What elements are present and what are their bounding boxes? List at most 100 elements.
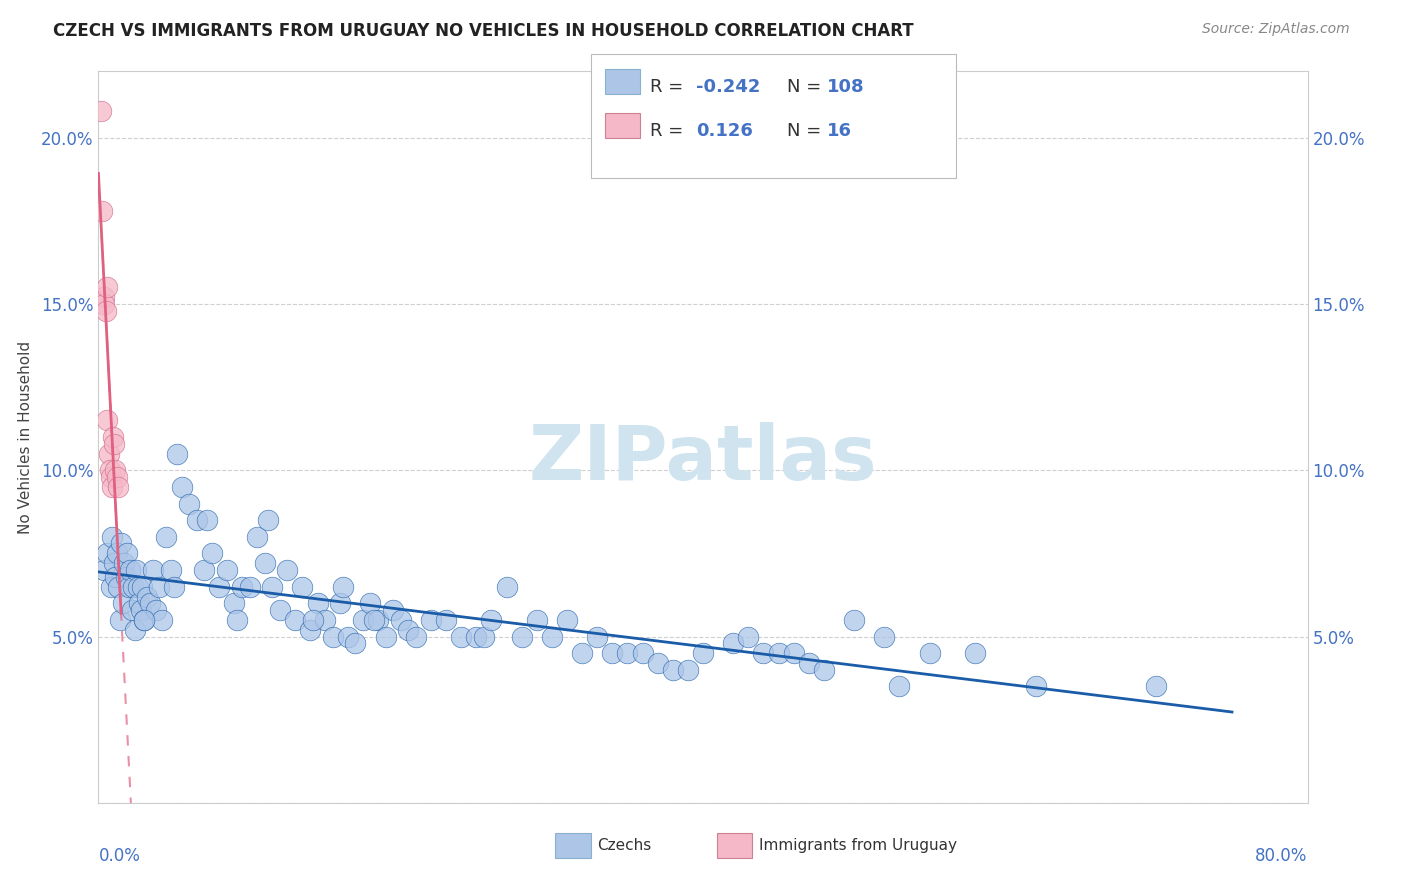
Point [322, 630, 344, 644]
Point [889, 680, 911, 694]
Point [253, 557, 276, 571]
Point [360, 596, 382, 610]
Point [195, 513, 218, 527]
Point [101, 480, 124, 494]
Point [110, 536, 132, 550]
Point [813, 663, 835, 677]
Point [93, 297, 115, 311]
Point [107, 580, 129, 594]
Point [132, 613, 155, 627]
Text: R =: R = [650, 122, 689, 140]
Point [661, 663, 683, 677]
Point [307, 596, 329, 610]
Point [329, 596, 352, 610]
Point [231, 580, 253, 594]
Point [104, 570, 127, 584]
Point [526, 613, 548, 627]
Point [246, 530, 269, 544]
Point [104, 463, 127, 477]
Point [723, 636, 745, 650]
Point [100, 470, 122, 484]
Point [139, 596, 162, 610]
Point [495, 580, 517, 594]
Point [389, 613, 412, 627]
Point [125, 563, 148, 577]
Point [752, 646, 775, 660]
Point [396, 623, 419, 637]
Point [148, 580, 170, 594]
Point [332, 580, 354, 594]
Point [540, 630, 562, 644]
Point [111, 596, 134, 610]
Point [103, 557, 125, 571]
Point [179, 497, 201, 511]
Point [768, 646, 790, 660]
Point [374, 630, 396, 644]
Text: 0.126: 0.126 [696, 122, 752, 140]
Point [783, 646, 806, 660]
Point [155, 530, 177, 544]
Point [434, 613, 457, 627]
Point [100, 580, 122, 594]
Point [94, 303, 117, 318]
Point [150, 613, 173, 627]
Point [201, 546, 224, 560]
Point [90, 104, 112, 119]
Point [124, 623, 146, 637]
Point [302, 613, 325, 627]
Point [226, 613, 249, 627]
Point [586, 630, 609, 644]
Point [128, 596, 150, 610]
Y-axis label: No Vehicles in Household: No Vehicles in Household [18, 341, 32, 533]
Point [122, 580, 145, 594]
Point [405, 630, 427, 644]
Point [291, 580, 314, 594]
Point [737, 630, 759, 644]
Point [631, 646, 654, 660]
Point [239, 580, 262, 594]
Point [108, 613, 131, 627]
Point [344, 636, 367, 650]
Point [571, 646, 593, 660]
Point [163, 580, 186, 594]
Point [93, 290, 115, 304]
Point [555, 613, 578, 627]
Point [101, 530, 124, 544]
Point [114, 570, 136, 584]
Point [186, 513, 208, 527]
Point [450, 630, 472, 644]
Text: 0.0%: 0.0% [98, 847, 141, 864]
Point [616, 646, 638, 660]
Point [193, 563, 215, 577]
Point [142, 563, 165, 577]
Point [98, 447, 121, 461]
Point [170, 480, 193, 494]
Point [602, 646, 624, 660]
Point [129, 603, 152, 617]
Point [98, 463, 121, 477]
Text: ZIPatlas: ZIPatlas [529, 422, 877, 496]
Point [284, 613, 307, 627]
Point [336, 630, 359, 644]
Point [127, 580, 149, 594]
Text: -0.242: -0.242 [696, 78, 761, 95]
Point [215, 563, 238, 577]
Point [918, 646, 941, 660]
Point [647, 656, 669, 670]
Point [91, 204, 114, 219]
Point [105, 470, 128, 484]
Point [363, 613, 385, 627]
Point [269, 603, 291, 617]
Text: 80.0%: 80.0% [1256, 847, 1308, 864]
Point [96, 546, 118, 560]
Point [120, 563, 142, 577]
Point [299, 623, 322, 637]
Point [844, 613, 866, 627]
Point [132, 613, 155, 627]
Point [472, 630, 495, 644]
Point [1146, 680, 1168, 694]
Text: CZECH VS IMMIGRANTS FROM URUGUAY NO VEHICLES IN HOUSEHOLD CORRELATION CHART: CZECH VS IMMIGRANTS FROM URUGUAY NO VEHI… [53, 22, 914, 40]
Text: N =: N = [787, 78, 827, 95]
Text: N =: N = [787, 122, 827, 140]
Point [510, 630, 533, 644]
